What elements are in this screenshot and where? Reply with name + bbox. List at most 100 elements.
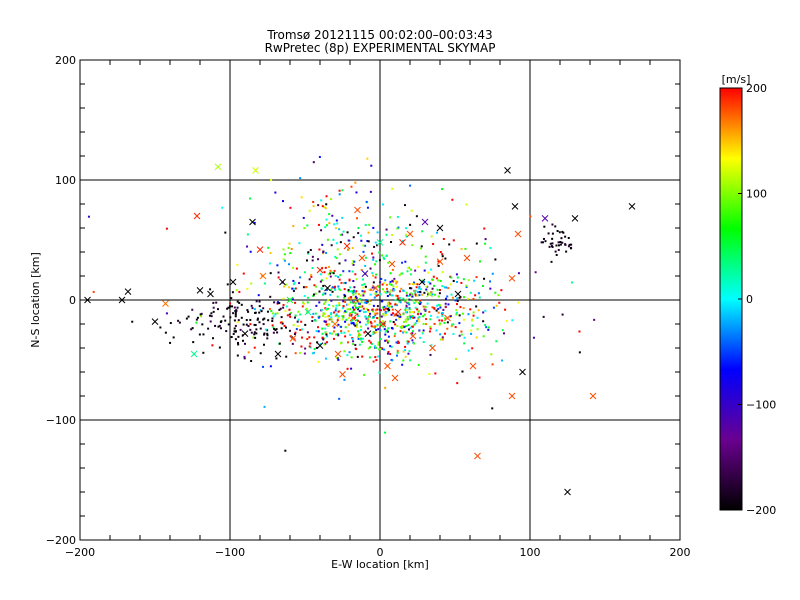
- scatter-point: [567, 237, 570, 240]
- x-marker: [628, 203, 636, 210]
- scatter-point: [472, 311, 475, 314]
- x-marker: [474, 452, 481, 460]
- scatter-point: [484, 242, 487, 245]
- scatter-point: [565, 250, 568, 253]
- scatter-point: [279, 321, 282, 324]
- scatter-point: [475, 336, 478, 339]
- scatter-point: [257, 294, 260, 297]
- scatter-point: [402, 331, 405, 334]
- x-tick-label: 0: [377, 546, 384, 559]
- scatter-point: [421, 332, 424, 335]
- scatter-point: [215, 301, 218, 304]
- scatter-point: [352, 293, 355, 296]
- scatter-point: [375, 294, 378, 297]
- scatter-point: [452, 323, 455, 326]
- scatter-point: [558, 231, 561, 234]
- x-marker: [361, 270, 369, 277]
- scatter-point: [390, 326, 393, 329]
- scatter-point: [397, 297, 400, 300]
- scatter-point: [288, 313, 291, 316]
- scatter-point: [342, 270, 345, 273]
- scatter-point: [367, 315, 370, 318]
- scatter-point: [208, 314, 211, 317]
- colorbar-tick-label: −100: [746, 399, 776, 412]
- scatter-point: [319, 273, 322, 276]
- scatter-point: [327, 273, 330, 276]
- scatter-point: [329, 269, 332, 272]
- scatter-point: [236, 354, 239, 357]
- scatter-point: [357, 334, 360, 337]
- scatter-point: [236, 321, 239, 324]
- scatter-point: [353, 286, 356, 289]
- scatter-point: [330, 299, 333, 302]
- scatter-point: [288, 308, 291, 311]
- scatter-point: [375, 328, 378, 331]
- scatter-point: [369, 341, 372, 344]
- colorbar-ticks: −200 −100 0 100 200: [738, 82, 776, 517]
- scatter-point: [291, 342, 294, 345]
- scatter-point: [347, 239, 350, 242]
- scatter-point: [375, 325, 378, 328]
- scatter-point: [337, 358, 340, 361]
- scatter-point: [390, 305, 393, 308]
- scatter-point: [407, 324, 410, 327]
- scatter-point: [438, 292, 441, 295]
- scatter-point: [338, 304, 341, 307]
- scatter-point: [517, 301, 520, 304]
- x-marker: [384, 362, 391, 370]
- scatter-point: [363, 301, 366, 304]
- scatter-point: [371, 308, 374, 311]
- scatter-point: [369, 293, 372, 296]
- scatter-point: [437, 311, 440, 314]
- scatter-point: [312, 161, 315, 164]
- scatter-point: [293, 316, 296, 319]
- scatter-point: [428, 372, 431, 375]
- scatter-point: [282, 304, 285, 307]
- scatter-point: [367, 310, 370, 313]
- scatter-point: [300, 196, 303, 199]
- x-marker-stroke: [469, 362, 477, 370]
- scatter-point: [343, 311, 346, 314]
- scatter-point: [456, 382, 459, 385]
- x-tick-label: 200: [670, 546, 691, 559]
- scatter-point: [346, 354, 349, 357]
- scatter-point: [418, 315, 421, 318]
- scatter-point: [411, 311, 414, 314]
- scatter-point: [460, 330, 463, 333]
- scatter-point: [404, 308, 407, 311]
- colorbar: [m/s] −200 −100 0 100 200: [719, 73, 776, 517]
- scatter-point: [473, 279, 476, 282]
- scatter-point: [542, 237, 545, 240]
- scatter-point: [542, 315, 545, 318]
- scatter-point: [381, 283, 384, 286]
- scatter-point: [441, 336, 444, 339]
- scatter-point: [324, 315, 327, 318]
- scatter-point: [321, 336, 324, 339]
- scatter-point: [200, 312, 203, 315]
- scatter-point: [374, 263, 377, 266]
- scatter-point: [361, 337, 364, 340]
- scatter-point: [410, 268, 413, 271]
- scatter-point: [283, 324, 286, 327]
- scatter-point: [578, 351, 581, 354]
- scatter-point: [351, 270, 354, 273]
- scatter-point: [290, 311, 293, 314]
- colorbar-tick-label: 200: [746, 82, 767, 95]
- scatter-point: [385, 329, 388, 332]
- scatter-point: [389, 345, 392, 348]
- scatter-point: [332, 305, 335, 308]
- scatter-point: [367, 309, 370, 312]
- scatter-point: [229, 302, 232, 305]
- x-marker-stroke: [252, 167, 259, 174]
- scatter-point: [227, 323, 230, 326]
- scatter-point: [482, 320, 485, 323]
- scatter-point: [328, 323, 331, 326]
- scatter-point: [346, 341, 349, 344]
- scatter-point: [398, 274, 401, 277]
- scatter-point: [358, 310, 361, 313]
- x-marker: [504, 167, 511, 174]
- scatter-point: [276, 331, 279, 334]
- scatter-point: [456, 276, 459, 279]
- scatter-point: [402, 350, 405, 353]
- scatter-point: [350, 296, 353, 299]
